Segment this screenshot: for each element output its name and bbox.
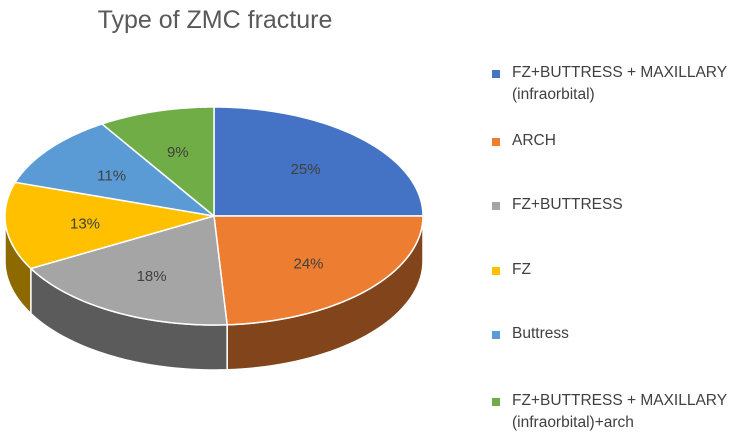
legend-label: FZ+BUTTRESS — [512, 196, 623, 213]
legend-item-arch: ARCH — [492, 130, 556, 152]
data-label-fz-buttress-maxillary: 25% — [291, 161, 321, 178]
legend-item-buttress: Buttress — [492, 323, 569, 345]
chart-title: Type of ZMC fracture — [97, 6, 333, 34]
data-label-fz: 13% — [70, 215, 100, 232]
data-label-fz-buttress-maxillary-arch: 9% — [167, 144, 189, 161]
data-label-arch: 24% — [293, 255, 323, 272]
legend-label: Buttress — [512, 325, 569, 342]
legend-item-fz-buttress-maxillary-arch: FZ+BUTTRESS + MAXILLARY (infraorbital)+a… — [492, 390, 727, 434]
data-label-fz-buttress: 18% — [137, 268, 167, 285]
legend-swatch — [492, 267, 500, 275]
legend-label: FZ+BUTTRESS + MAXILLARY (infraorbital) — [512, 62, 727, 106]
legend-swatch — [492, 70, 500, 78]
pie-slice-arch — [213, 215, 424, 326]
legend-item-fz: FZ — [492, 259, 531, 281]
pie-slice-fz-buttress-maxillary-arch — [101, 106, 215, 217]
pie-slice-buttress — [14, 123, 215, 217]
pie-slice-fz-buttress-maxillary — [213, 106, 424, 217]
data-label-buttress: 11% — [97, 168, 126, 185]
legend-swatch — [492, 331, 500, 339]
legend-item-fz-buttress: FZ+BUTTRESS — [492, 194, 623, 216]
pie-slice-fz-buttress — [30, 215, 228, 326]
legend-label-line1: FZ+BUTTRESS + MAXILLARY — [512, 64, 728, 81]
legend-swatch — [492, 202, 500, 210]
legend-label-line1: FZ+BUTTRESS + MAXILLARY — [512, 392, 728, 409]
legend-item-fz-buttress-maxillary: FZ+BUTTRESS + MAXILLARY (infraorbital) — [492, 62, 727, 106]
pie-slice-fz — [4, 181, 215, 270]
legend-label-line2: (infraorbital) — [512, 86, 595, 103]
legend-label: FZ — [512, 261, 531, 278]
legend-label: ARCH — [512, 132, 556, 149]
legend-swatch — [492, 398, 500, 406]
legend-label-line2: (infraorbital)+arch — [512, 414, 634, 431]
legend-swatch — [492, 138, 500, 146]
pie-chart: 25% 24% 18% 13% 11% 9% — [4, 106, 424, 371]
legend-label: FZ+BUTTRESS + MAXILLARY (infraorbital)+a… — [512, 390, 727, 434]
